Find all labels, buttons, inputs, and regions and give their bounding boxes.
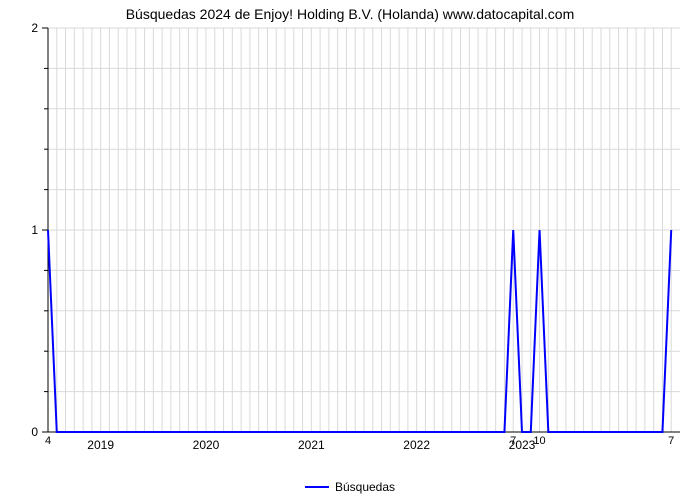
x-tick-label: 2019: [87, 438, 114, 452]
x-tick-label: 2021: [298, 438, 325, 452]
count-label: 7: [668, 435, 674, 447]
x-tick-label: 2022: [403, 438, 430, 452]
count-label: 4: [45, 435, 51, 447]
legend-swatch: [305, 486, 329, 488]
plot-area: 0122019202020212022202347107: [48, 28, 680, 432]
y-tick-label: 2: [31, 21, 38, 35]
count-label: 10: [533, 435, 545, 447]
y-tick-label: 1: [31, 223, 38, 237]
chart-legend: Búsquedas: [305, 480, 395, 494]
chart-title: Búsquedas 2024 de Enjoy! Holding B.V. (H…: [0, 6, 700, 22]
chart-container: Búsquedas 2024 de Enjoy! Holding B.V. (H…: [0, 0, 700, 500]
legend-label: Búsquedas: [335, 480, 395, 494]
y-tick-label: 0: [31, 425, 38, 439]
count-label: 7: [510, 435, 516, 447]
chart-svg: [48, 28, 680, 432]
x-tick-label: 2020: [193, 438, 220, 452]
